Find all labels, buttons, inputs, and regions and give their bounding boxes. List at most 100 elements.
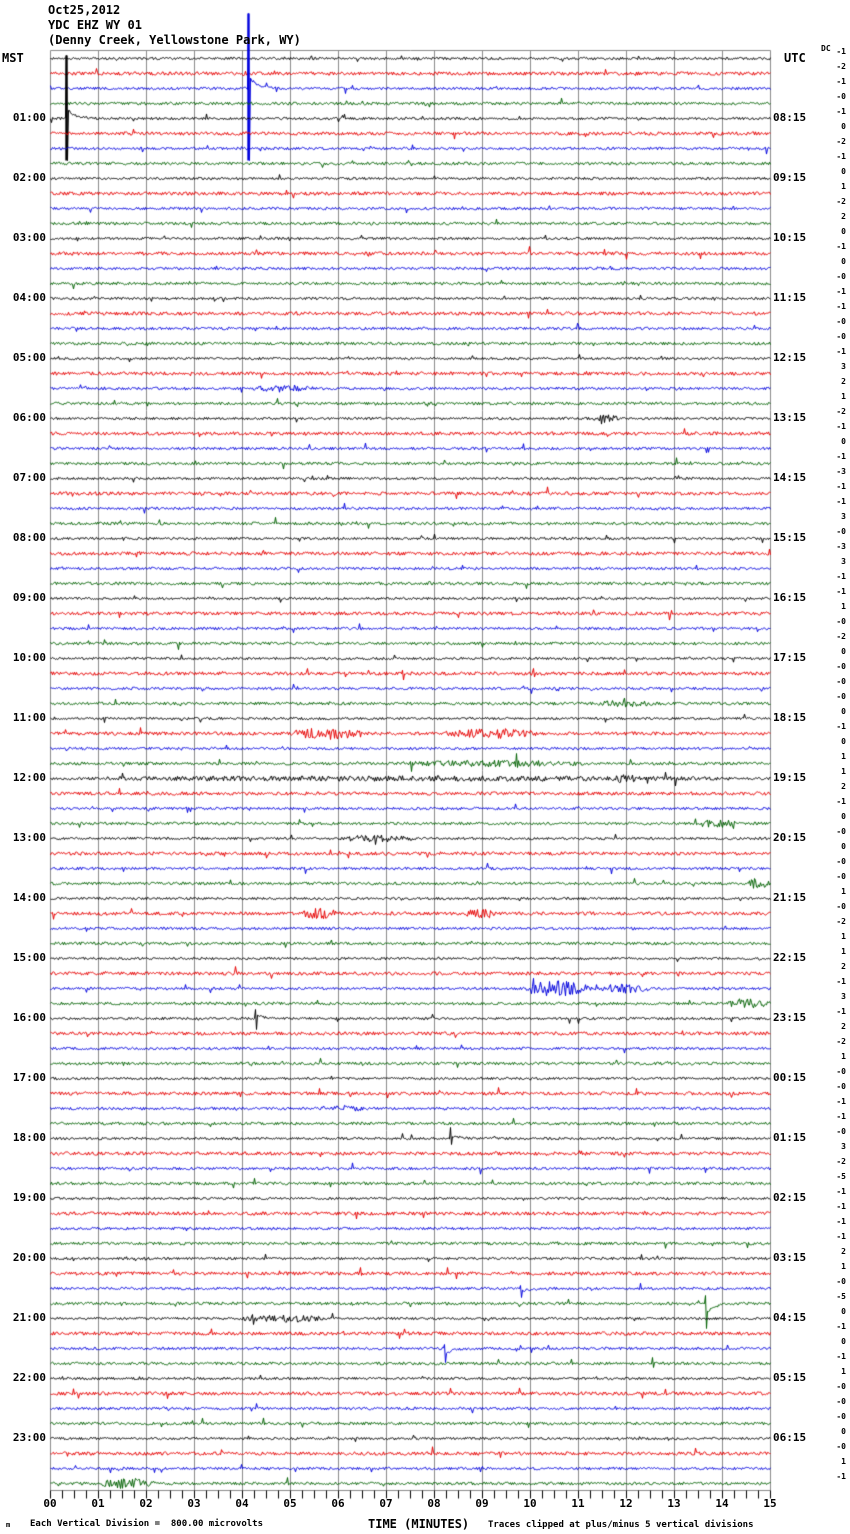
dc-offset-value: -1 xyxy=(836,1217,846,1226)
utc-hour-label: 12:15 xyxy=(773,351,807,364)
dc-offset-value: 0 xyxy=(841,257,846,266)
dc-offset-value: -5 xyxy=(836,1172,846,1181)
mst-hour-label: 16:00 xyxy=(12,1011,46,1024)
header-location: (Denny Creek, Yellowstone Park, WY) xyxy=(48,33,301,47)
dc-offset-value: -0 xyxy=(836,662,846,671)
dc-offset-value: 1 xyxy=(841,932,846,941)
dc-offset-value: 3 xyxy=(841,362,846,371)
dc-offset-value: -0 xyxy=(836,1382,846,1391)
mst-hour-label: 17:00 xyxy=(12,1071,46,1084)
dc-offset-value: -2 xyxy=(836,1157,846,1166)
dc-offset-value: -1 xyxy=(836,107,846,116)
minute-label: 09 xyxy=(475,1497,489,1510)
dc-offset-value: 3 xyxy=(841,557,846,566)
dc-offset-value: -1 xyxy=(836,1202,846,1211)
dc-offset-value: -0 xyxy=(836,692,846,701)
dc-offset-value: 1 xyxy=(841,1457,846,1466)
dc-offset-value: 1 xyxy=(841,752,846,761)
mst-hour-label: 10:00 xyxy=(12,651,46,664)
dc-offset-value: -0 xyxy=(836,332,846,341)
utc-hour-label: 17:15 xyxy=(773,651,807,664)
utc-hour-label: 06:15 xyxy=(773,1431,807,1444)
utc-hour-label: 22:15 xyxy=(773,951,807,964)
dc-offset-value: 1 xyxy=(841,182,846,191)
utc-hour-label: 00:15 xyxy=(773,1071,807,1084)
dc-offset-value: 2 xyxy=(841,377,846,386)
dc-offset-value: -1 xyxy=(836,497,846,506)
dc-offset-value: -0 xyxy=(836,1397,846,1406)
mst-hour-label: 23:00 xyxy=(12,1431,46,1444)
dc-offset-value: -1 xyxy=(836,1187,846,1196)
dc-offset-value: -0 xyxy=(836,272,846,281)
mst-hour-label: 12:00 xyxy=(12,771,46,784)
dc-offset-value: -1 xyxy=(836,452,846,461)
dc-offset-value: -1 xyxy=(836,47,846,56)
mst-hour-label: 20:00 xyxy=(12,1251,46,1264)
dc-offset-value: -1 xyxy=(836,302,846,311)
header-station: YDC EHZ WY 01 xyxy=(48,18,142,32)
dc-offset-value: -1 xyxy=(836,347,846,356)
mst-hour-label: 08:00 xyxy=(12,531,46,544)
dc-offset-value: -2 xyxy=(836,917,846,926)
dc-offset-value: 0 xyxy=(841,227,846,236)
utc-hour-label: 20:15 xyxy=(773,831,807,844)
dc-offset-value: 3 xyxy=(841,1142,846,1151)
clip-note: Traces clipped at plus/minus 5 vertical … xyxy=(488,1520,754,1530)
dc-offset-value: -1 xyxy=(836,722,846,731)
dc-offset-value: -5 xyxy=(836,1292,846,1301)
mst-hour-label: 07:00 xyxy=(12,471,46,484)
dc-offset-value: -0 xyxy=(836,677,846,686)
dc-offset-value: -1 xyxy=(836,242,846,251)
mst-hour-label: 13:00 xyxy=(12,831,46,844)
dc-offset-value: 3 xyxy=(841,992,846,1001)
dc-offset-value: 1 xyxy=(841,1367,846,1376)
dc-offset-value: -1 xyxy=(836,572,846,581)
mst-hour-label: 18:00 xyxy=(12,1131,46,1144)
mst-hour-label: 14:00 xyxy=(12,891,46,904)
dc-offset-value: -2 xyxy=(836,632,846,641)
dc-offset-value: -1 xyxy=(836,1007,846,1016)
minute-label: 02 xyxy=(139,1497,153,1510)
utc-hour-label: 18:15 xyxy=(773,711,807,724)
mst-hour-label: 22:00 xyxy=(12,1371,46,1384)
minute-label: 03 xyxy=(187,1497,201,1510)
dc-offset-value: 1 xyxy=(841,887,846,896)
dc-offset-value: 0 xyxy=(841,1427,846,1436)
header-date: Oct25,2012 xyxy=(48,3,121,17)
dc-offset-value: 0 xyxy=(841,812,846,821)
dc-offset-value: -1 xyxy=(836,1472,846,1481)
mst-hour-label: 02:00 xyxy=(12,171,46,184)
dc-offset-value: -0 xyxy=(836,902,846,911)
dc-offset-value: -0 xyxy=(836,1127,846,1136)
utc-hour-label: 11:15 xyxy=(773,291,807,304)
dc-header: DC xyxy=(821,44,831,53)
dc-offset-value: -0 xyxy=(836,317,846,326)
dc-offset-value: 0 xyxy=(841,707,846,716)
dc-offset-value: -3 xyxy=(836,542,846,551)
utc-header: UTC xyxy=(784,51,806,65)
minute-label: 10 xyxy=(523,1497,537,1510)
mst-hour-label: 01:00 xyxy=(12,111,46,124)
mst-hour-label: 06:00 xyxy=(12,411,46,424)
dc-offset-value: 1 xyxy=(841,602,846,611)
dc-offset-value: -3 xyxy=(836,467,846,476)
dc-offset-value: 2 xyxy=(841,1247,846,1256)
utc-hour-label: 01:15 xyxy=(773,1131,807,1144)
dc-offset-value: -1 xyxy=(836,587,846,596)
minute-label: 06 xyxy=(331,1497,345,1510)
dc-offset-value: -2 xyxy=(836,62,846,71)
dc-offset-value: -0 xyxy=(836,827,846,836)
utc-hour-label: 10:15 xyxy=(773,231,807,244)
dc-offset-value: -0 xyxy=(836,92,846,101)
dc-offset-value: -1 xyxy=(836,1232,846,1241)
dc-offset-value: -0 xyxy=(836,1412,846,1421)
dc-offset-value: 0 xyxy=(841,437,846,446)
minute-label: 14 xyxy=(715,1497,729,1510)
dc-offset-value: -1 xyxy=(836,1097,846,1106)
dc-offset-value: 1 xyxy=(841,767,846,776)
dc-offset-value: -1 xyxy=(836,1112,846,1121)
dc-offset-value: 2 xyxy=(841,212,846,221)
utc-hour-label: 05:15 xyxy=(773,1371,807,1384)
mst-hour-label: 03:00 xyxy=(12,231,46,244)
utc-hour-label: 21:15 xyxy=(773,891,807,904)
